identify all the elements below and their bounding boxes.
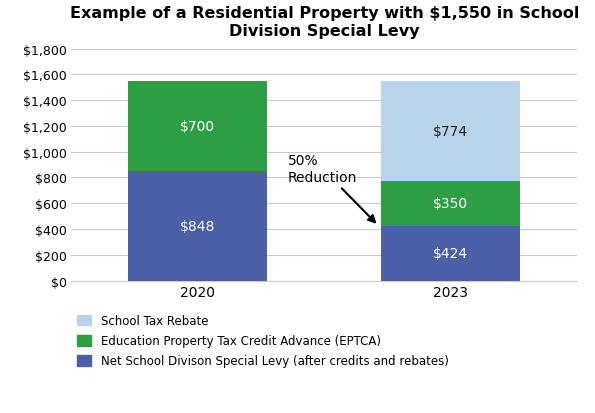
Text: $848: $848 bbox=[180, 219, 215, 233]
Text: 50%
Reduction: 50% Reduction bbox=[287, 154, 375, 223]
Text: $774: $774 bbox=[433, 125, 468, 139]
Title: Example of a Residential Property with $1,550 in School
Division Special Levy: Example of a Residential Property with $… bbox=[70, 6, 579, 39]
Bar bbox=[129, 82, 267, 172]
Text: $424: $424 bbox=[433, 247, 468, 261]
Bar bbox=[381, 181, 520, 226]
Legend: School Tax Rebate, Education Property Tax Credit Advance (EPTCA), Net School Div: School Tax Rebate, Education Property Ta… bbox=[77, 314, 449, 368]
Text: $700: $700 bbox=[180, 120, 215, 134]
Text: $350: $350 bbox=[433, 197, 468, 211]
Bar bbox=[381, 226, 520, 281]
Bar bbox=[129, 172, 267, 281]
Bar bbox=[381, 82, 520, 181]
